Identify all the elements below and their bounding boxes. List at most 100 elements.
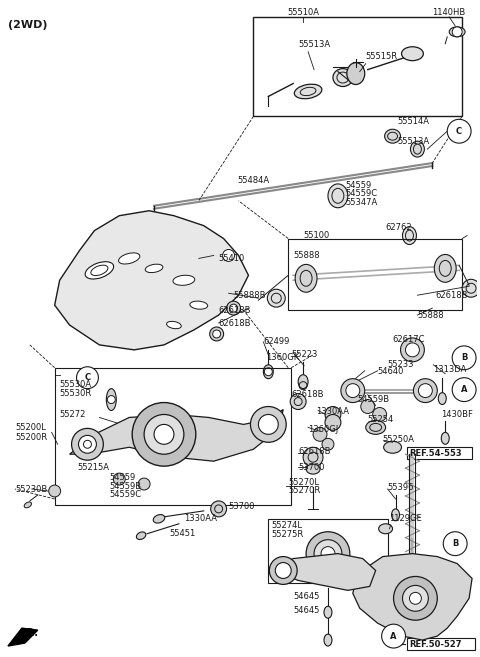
Circle shape <box>400 338 424 362</box>
Text: 55200L: 55200L <box>15 423 46 432</box>
Text: 55272: 55272 <box>60 410 86 419</box>
Ellipse shape <box>85 261 114 279</box>
Circle shape <box>154 424 174 444</box>
Circle shape <box>108 396 115 403</box>
Text: 1313DA: 1313DA <box>433 365 467 374</box>
Circle shape <box>72 428 103 460</box>
Circle shape <box>409 593 421 604</box>
Circle shape <box>325 407 341 422</box>
Circle shape <box>227 301 240 315</box>
Circle shape <box>267 289 285 307</box>
Ellipse shape <box>410 141 424 157</box>
Text: 55513A: 55513A <box>397 137 430 146</box>
Text: 55451: 55451 <box>169 530 195 538</box>
Ellipse shape <box>379 524 393 533</box>
Text: 1330AA: 1330AA <box>316 407 349 416</box>
Ellipse shape <box>145 264 163 273</box>
Text: 62618B: 62618B <box>298 447 331 456</box>
Circle shape <box>403 585 428 611</box>
Text: 62618B: 62618B <box>435 290 468 300</box>
Ellipse shape <box>384 442 401 453</box>
Circle shape <box>406 343 420 357</box>
Text: 1140HB: 1140HB <box>432 9 466 18</box>
Circle shape <box>314 539 342 568</box>
Text: 55510A: 55510A <box>287 9 319 18</box>
Text: 55200R: 55200R <box>15 433 47 442</box>
Circle shape <box>452 378 476 401</box>
Circle shape <box>229 304 238 312</box>
Circle shape <box>211 501 227 517</box>
Polygon shape <box>353 554 472 640</box>
Circle shape <box>443 532 467 556</box>
Text: 55888: 55888 <box>293 251 320 260</box>
Text: 55410: 55410 <box>219 254 245 263</box>
Circle shape <box>223 250 235 261</box>
Text: 54645: 54645 <box>293 606 320 615</box>
Text: 62617C: 62617C <box>393 336 425 344</box>
Circle shape <box>462 279 480 297</box>
Text: 54559B: 54559B <box>358 395 390 404</box>
Ellipse shape <box>306 464 320 474</box>
Ellipse shape <box>153 514 165 523</box>
Circle shape <box>269 556 297 585</box>
Text: B: B <box>461 353 468 362</box>
Circle shape <box>313 428 327 442</box>
Ellipse shape <box>107 389 116 411</box>
Text: 62618B: 62618B <box>219 319 251 328</box>
Bar <box>268 519 387 583</box>
Circle shape <box>361 399 375 413</box>
Ellipse shape <box>24 502 32 508</box>
Text: FR.: FR. <box>20 628 38 638</box>
Text: 62499: 62499 <box>264 338 290 346</box>
Circle shape <box>303 447 323 467</box>
Text: 55254: 55254 <box>368 415 394 424</box>
Text: 55484A: 55484A <box>238 177 269 185</box>
Text: 55223: 55223 <box>291 350 318 359</box>
Text: 1360GK: 1360GK <box>266 353 300 362</box>
Circle shape <box>132 403 196 466</box>
Text: 54559B: 54559B <box>109 482 142 491</box>
Ellipse shape <box>190 301 208 309</box>
Ellipse shape <box>403 227 417 244</box>
Text: 55275R: 55275R <box>271 530 303 539</box>
Circle shape <box>341 378 365 403</box>
Text: 1360GJ: 1360GJ <box>308 425 338 434</box>
Text: 55270L: 55270L <box>288 478 319 487</box>
Text: REF.54-553: REF.54-553 <box>409 449 462 458</box>
Text: 53700: 53700 <box>228 503 255 511</box>
Circle shape <box>413 378 437 403</box>
Ellipse shape <box>328 184 348 208</box>
Ellipse shape <box>264 365 273 378</box>
Circle shape <box>382 624 406 648</box>
Text: 55396: 55396 <box>387 482 414 491</box>
Ellipse shape <box>392 509 399 521</box>
Ellipse shape <box>298 374 308 389</box>
Circle shape <box>452 346 476 370</box>
Text: A: A <box>461 385 468 394</box>
Text: 1129GE: 1129GE <box>390 514 422 524</box>
Polygon shape <box>70 409 283 461</box>
Ellipse shape <box>366 420 385 434</box>
Circle shape <box>258 415 278 434</box>
Circle shape <box>144 415 184 454</box>
Text: 54559C: 54559C <box>109 491 142 499</box>
Polygon shape <box>55 211 249 350</box>
Ellipse shape <box>167 321 181 328</box>
Circle shape <box>372 407 386 421</box>
Ellipse shape <box>324 634 332 646</box>
Circle shape <box>394 576 437 620</box>
Circle shape <box>322 438 334 450</box>
Text: 55513A: 55513A <box>298 40 330 49</box>
Text: 55274L: 55274L <box>271 521 302 530</box>
Text: 55888: 55888 <box>418 311 444 319</box>
Ellipse shape <box>384 129 400 143</box>
Text: (2WD): (2WD) <box>8 20 48 30</box>
Circle shape <box>452 27 462 37</box>
Circle shape <box>321 547 335 560</box>
Ellipse shape <box>438 393 446 405</box>
Circle shape <box>290 394 306 409</box>
Text: B: B <box>452 539 458 548</box>
Text: 54559: 54559 <box>109 472 135 482</box>
Text: 55530R: 55530R <box>60 389 92 398</box>
Text: 55888B: 55888B <box>234 290 266 300</box>
